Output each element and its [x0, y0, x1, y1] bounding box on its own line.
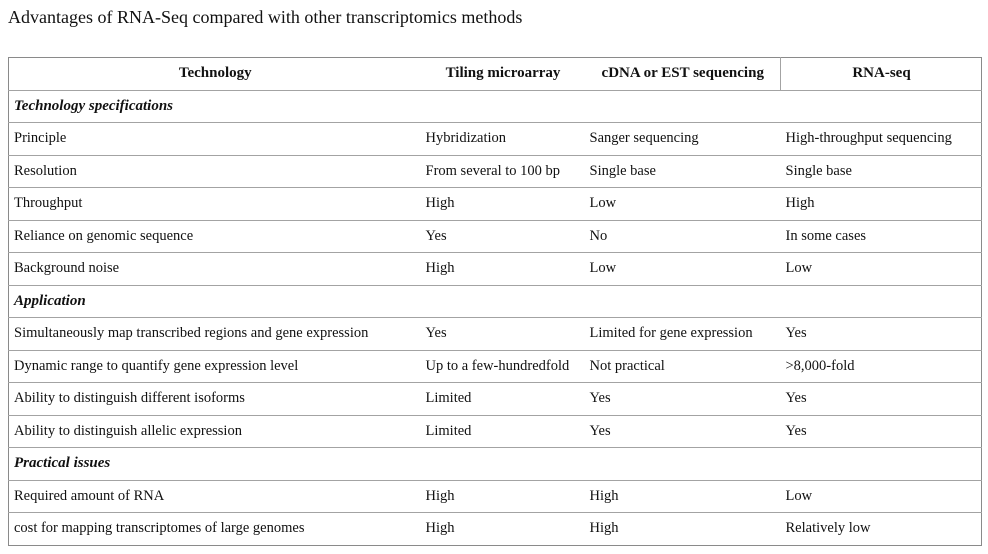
value-cell: High: [420, 479, 585, 513]
section-header-application: Application: [8, 284, 982, 318]
row-label-cell: Reliance on genomic sequence: [8, 219, 421, 253]
section-row: Application: [8, 284, 982, 318]
table-row: Background noise High Low Low: [8, 252, 982, 285]
row-label-cell: Principle: [8, 122, 421, 155]
table-row: Simultaneously map transcribed regions a…: [8, 317, 982, 350]
section-header-practical-issues: Practical issues: [8, 447, 982, 480]
value-cell: Single base: [584, 154, 781, 188]
value-cell: >8,000-fold: [780, 349, 982, 383]
value-cell: Limited for gene expression: [584, 317, 781, 350]
value-cell: High: [780, 187, 982, 220]
value-cell: Yes: [420, 219, 585, 253]
comparison-table: Technology Tiling microarray cDNA or EST…: [8, 57, 982, 546]
row-label-cell: Dynamic range to quantify gene expressio…: [8, 349, 421, 383]
table-row: Principle Hybridization Sanger sequencin…: [8, 122, 982, 155]
value-cell: Yes: [780, 382, 982, 415]
value-cell: High: [584, 479, 781, 513]
row-label-cell: Simultaneously map transcribed regions a…: [8, 317, 421, 350]
value-cell: High: [420, 512, 585, 545]
row-label-cell: Throughput: [8, 187, 421, 220]
value-cell: Yes: [420, 317, 585, 350]
value-cell: From several to 100 bp: [420, 154, 585, 188]
value-cell: Sanger sequencing: [584, 122, 781, 155]
value-cell: Up to a few-hundredfold: [420, 349, 585, 383]
value-cell: High: [584, 512, 781, 545]
value-cell: No: [584, 219, 781, 253]
column-header-cdna-est-sequencing: cDNA or EST sequencing: [601, 65, 764, 82]
table-row: Ability to distinguish allelic expressio…: [8, 414, 982, 448]
table-row: Throughput High Low High: [8, 187, 982, 220]
section-row: Technology specifications: [8, 89, 982, 123]
table-row: cost for mapping transcriptomes of large…: [8, 512, 982, 545]
table-row: Dynamic range to quantify gene expressio…: [8, 349, 982, 383]
column-header-technology: Technology: [178, 65, 252, 82]
value-cell: Single base: [780, 154, 982, 188]
row-label-cell: Background noise: [8, 252, 421, 285]
row-label-cell: cost for mapping transcriptomes of large…: [8, 512, 421, 545]
table-row: Required amount of RNA High High Low: [8, 479, 982, 513]
section-row: Practical issues: [8, 447, 982, 480]
value-cell: Not practical: [584, 349, 781, 383]
table-row: Ability to distinguish different isoform…: [8, 382, 982, 415]
row-label-cell: Required amount of RNA: [8, 479, 421, 513]
value-cell: Yes: [780, 414, 982, 448]
column-header-rna-seq: RNA-seq: [780, 57, 982, 90]
value-cell: High: [420, 187, 585, 220]
value-cell: High-throughput sequencing: [780, 122, 982, 155]
value-cell: Limited: [420, 382, 585, 415]
table-row: Reliance on genomic sequence Yes No In s…: [8, 219, 982, 253]
value-cell: Low: [584, 252, 781, 285]
value-cell: Limited: [420, 414, 585, 448]
value-cell: Low: [780, 252, 982, 285]
column-header-tiling-microarray: Tiling microarray: [445, 65, 561, 82]
row-label-cell: Ability to distinguish allelic expressio…: [8, 414, 421, 448]
value-cell: Yes: [584, 414, 781, 448]
row-label-cell: Ability to distinguish different isoform…: [8, 382, 421, 415]
section-header-technology-specifications: Technology specifications: [8, 89, 982, 123]
value-cell: Low: [780, 479, 982, 513]
value-cell: Hybridization: [420, 122, 585, 155]
value-cell: High: [420, 252, 585, 285]
table-row: Resolution From several to 100 bp Single…: [8, 154, 982, 188]
value-cell: Low: [584, 187, 781, 220]
page-title: Advantages of RNA-Seq compared with othe…: [8, 7, 523, 27]
value-cell: In some cases: [780, 219, 982, 253]
value-cell: Relatively low: [780, 512, 982, 545]
row-label-cell: Resolution: [8, 154, 421, 188]
value-cell: Yes: [780, 317, 982, 350]
header-row: Technology Tiling microarray cDNA or EST…: [9, 57, 982, 90]
value-cell: Yes: [584, 382, 781, 415]
